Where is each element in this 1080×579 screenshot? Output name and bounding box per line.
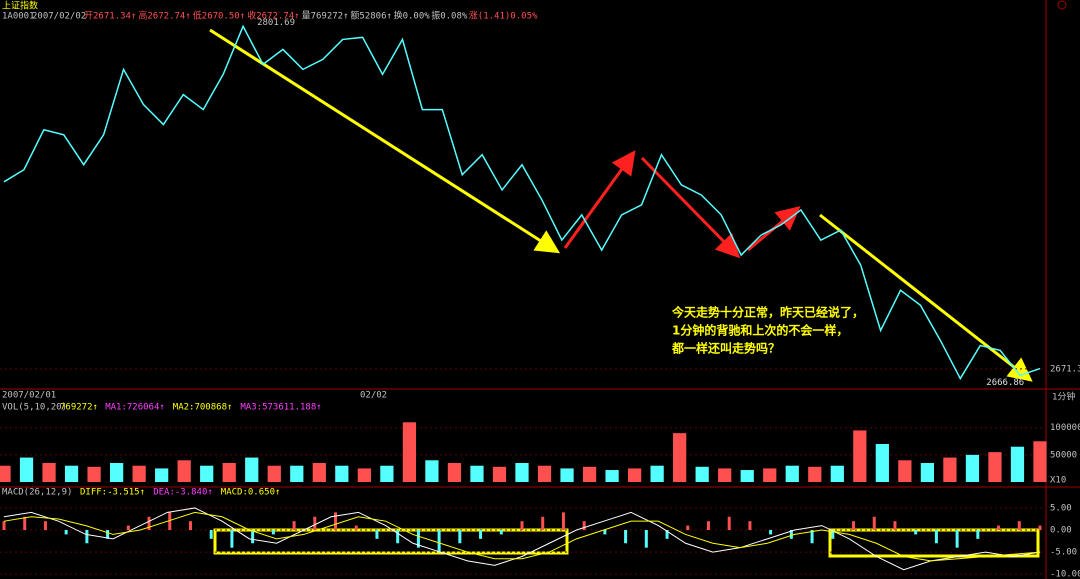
panel-title: MACD(26,12,9) xyxy=(2,488,72,498)
price-line xyxy=(3,24,1041,381)
volume-bar xyxy=(470,465,484,482)
volume-bar xyxy=(425,460,439,482)
header-field: MA2:700868↑ xyxy=(173,403,233,413)
macd-line xyxy=(3,511,1041,562)
annotation: 今天走势十分正常，昨天已经说了， xyxy=(671,305,864,320)
volume-bar xyxy=(312,463,326,482)
date-label: 02/02 xyxy=(360,391,387,401)
y-tick-label: 5.00 xyxy=(1050,503,1072,513)
arrow xyxy=(563,150,636,249)
annotation: 1分钟的背驰和上次的不会一样， xyxy=(672,323,848,338)
header-field: 换0.00% xyxy=(394,10,431,22)
highlight-box xyxy=(828,528,1040,558)
volume-bar xyxy=(898,460,912,482)
volume-bar xyxy=(245,457,259,482)
y-tick-label: -5.00 xyxy=(1050,548,1077,558)
header-field: 量769272↑ xyxy=(302,11,349,22)
header-field: 振0.08% xyxy=(431,10,468,22)
volume-bar xyxy=(357,468,371,482)
volume-bar xyxy=(582,466,597,482)
header-field: 额52806↑ xyxy=(350,10,392,22)
title: 上证指数 xyxy=(2,0,38,12)
volume-bar xyxy=(808,466,822,482)
header-field: 低2670.50↑ xyxy=(193,10,245,22)
volume-bar xyxy=(920,463,935,482)
volume-bar xyxy=(965,454,980,482)
header-field: 769272↑ xyxy=(60,403,98,413)
volume-bar xyxy=(109,463,124,482)
arrow xyxy=(640,156,741,259)
header-field: DEA:-3.840↑ xyxy=(153,488,213,498)
volume-bar xyxy=(155,468,169,482)
volume-bar xyxy=(673,433,687,482)
volume-bar xyxy=(177,460,191,482)
volume-bar xyxy=(267,465,281,482)
date-label: 2007/02/01 xyxy=(2,391,56,401)
panel-title: VOL(5,10,20) xyxy=(2,403,67,413)
volume-bar xyxy=(605,470,619,482)
arrow xyxy=(209,28,561,254)
volume-bar xyxy=(875,444,889,482)
volume-bar xyxy=(290,465,304,482)
volume-bar xyxy=(200,465,214,482)
header-field: MA3:573611.188↑ xyxy=(240,403,321,413)
macd-line xyxy=(3,507,1041,571)
volume-bar xyxy=(560,468,574,482)
volume-bar xyxy=(380,465,394,482)
volume-bar xyxy=(830,465,844,482)
volume-bar xyxy=(222,463,236,482)
volume-bar xyxy=(132,465,146,482)
high-label: 2801.69 xyxy=(257,18,295,28)
volume-bar xyxy=(42,463,56,482)
header-field: DIFF:-3.515↑ xyxy=(80,488,145,498)
header-field: 收2672.74↑ xyxy=(247,10,299,22)
date: 2007/02/02 xyxy=(32,12,86,22)
volume-bar xyxy=(627,468,642,482)
volume-bar xyxy=(785,465,799,482)
volume-bar xyxy=(943,457,957,482)
volume-bar xyxy=(87,466,101,482)
volume-bar xyxy=(64,465,79,482)
y-tick-label: -10.00 xyxy=(1050,570,1080,579)
low-label: 2666.86 xyxy=(986,378,1024,388)
annotation: 都一样还叫走势吗？ xyxy=(671,341,780,356)
header-field: 高2672.74↑ xyxy=(138,10,190,22)
volume-bar xyxy=(0,465,11,482)
volume-bar xyxy=(492,466,507,482)
volume-bar xyxy=(988,452,1002,482)
y-tick-label: 2671.3 xyxy=(1050,364,1080,374)
icon xyxy=(1057,0,1067,10)
volume-bar xyxy=(853,430,867,482)
volume-bar xyxy=(695,466,709,482)
header-field: MACD:0.650↑ xyxy=(221,488,281,498)
volume-bar xyxy=(763,468,777,482)
y-tick-label: 100000 xyxy=(1050,423,1080,433)
volume-bar xyxy=(447,463,462,482)
volume-bar xyxy=(537,465,552,482)
volume-bar xyxy=(740,470,754,482)
header-field: 涨(1.41)0.05% xyxy=(469,11,538,22)
header-field: MA1:726064↑ xyxy=(105,403,165,413)
volume-bar xyxy=(19,457,34,482)
volume-bar xyxy=(1033,441,1047,482)
volume-bar xyxy=(515,463,529,482)
volume-bar xyxy=(718,468,732,482)
code: 1A0001 xyxy=(2,12,35,22)
volume-bar xyxy=(650,465,664,482)
scale-label: X10 xyxy=(1050,476,1066,486)
volume-bar xyxy=(402,422,417,482)
date-label: 1分钟 xyxy=(1052,391,1075,403)
arrow xyxy=(819,213,1033,382)
y-tick-label: 50000 xyxy=(1050,450,1077,460)
y-tick-label: 0.00 xyxy=(1050,526,1072,536)
volume-bar xyxy=(335,465,349,482)
header-field: 开2671.34↑ xyxy=(84,11,136,22)
volume-bar xyxy=(1010,446,1025,482)
